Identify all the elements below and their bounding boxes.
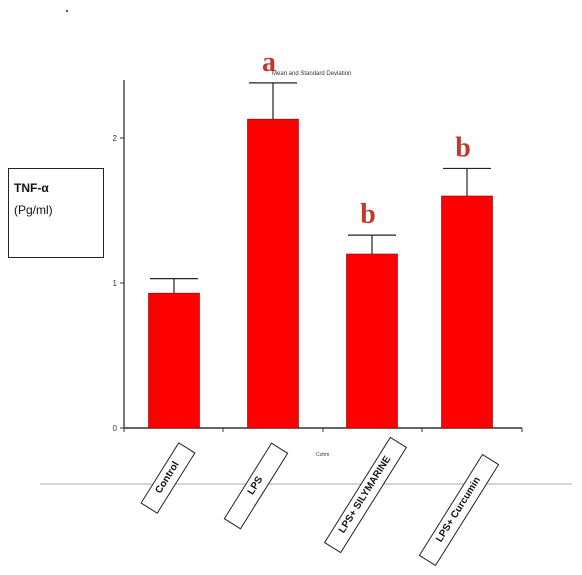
x-axis-label: Cohm	[316, 452, 329, 458]
y-axis-label-line2: (Pg/ml)	[14, 203, 53, 217]
y-tick-label: 0	[113, 424, 118, 433]
significance-letter-1: a	[262, 47, 276, 78]
y-tick-label: 2	[113, 134, 118, 143]
bar-2	[346, 253, 398, 429]
y-tick-label: 1	[113, 279, 118, 288]
bar-0	[148, 292, 200, 429]
y-axis-label-box: TNF-α (Pg/ml)	[8, 168, 104, 258]
bar-3	[441, 195, 493, 429]
significance-letter-2: b	[360, 199, 376, 230]
legend-note: Mean and Standard Deviation	[272, 71, 351, 77]
y-axis-label-line1: TNF-α	[14, 181, 49, 195]
significance-letter-3: b	[455, 132, 471, 163]
bar-1	[247, 118, 299, 429]
stray-dot	[66, 10, 68, 12]
